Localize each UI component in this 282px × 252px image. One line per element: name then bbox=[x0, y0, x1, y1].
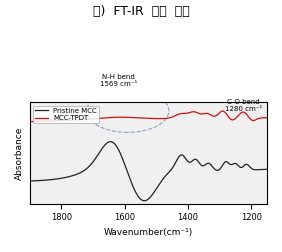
MCC-TPDT bbox=[265, 116, 269, 119]
Pristine MCC bbox=[144, 199, 147, 202]
Line: MCC-TPDT: MCC-TPDT bbox=[30, 111, 267, 122]
X-axis label: Wavenumber(cm⁻¹): Wavenumber(cm⁻¹) bbox=[104, 228, 193, 237]
MCC-TPDT bbox=[137, 116, 140, 119]
MCC-TPDT bbox=[258, 117, 262, 120]
Pristine MCC bbox=[215, 169, 219, 172]
Text: C-O bend
1280 cm⁻¹: C-O bend 1280 cm⁻¹ bbox=[225, 99, 262, 112]
MCC-TPDT bbox=[28, 120, 31, 123]
Pristine MCC bbox=[143, 199, 146, 202]
Pristine MCC bbox=[109, 140, 112, 143]
MCC-TPDT bbox=[143, 117, 147, 120]
Pristine MCC bbox=[265, 168, 269, 171]
Text: 가)  FT-IR  분석  결과: 가) FT-IR 분석 결과 bbox=[92, 5, 190, 18]
MCC-TPDT bbox=[40, 120, 43, 123]
Text: N-H bend
1569 cm⁻¹: N-H bend 1569 cm⁻¹ bbox=[100, 74, 137, 87]
MCC-TPDT bbox=[215, 114, 218, 117]
MCC-TPDT bbox=[259, 117, 262, 120]
Pristine MCC bbox=[28, 180, 31, 183]
Legend: Pristine MCC, MCC-TPDT: Pristine MCC, MCC-TPDT bbox=[33, 106, 99, 123]
Pristine MCC bbox=[259, 168, 262, 171]
Pristine MCC bbox=[259, 168, 262, 171]
Y-axis label: Absorbance: Absorbance bbox=[15, 126, 24, 180]
Line: Pristine MCC: Pristine MCC bbox=[30, 142, 267, 201]
Pristine MCC bbox=[137, 196, 140, 199]
MCC-TPDT bbox=[221, 110, 224, 113]
Pristine MCC bbox=[40, 179, 43, 182]
